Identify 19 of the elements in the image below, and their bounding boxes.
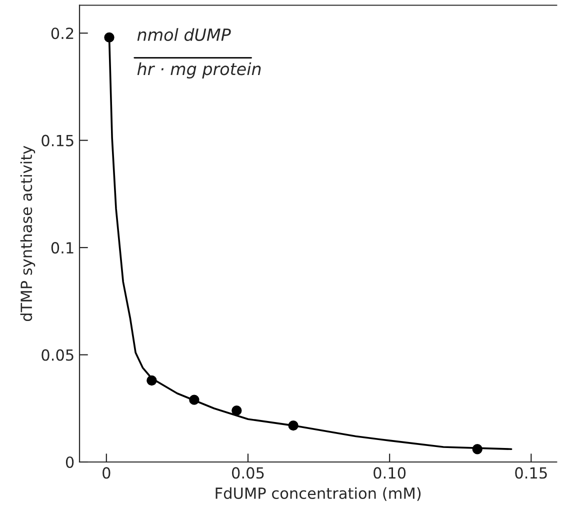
x-tick-label: 0.05 xyxy=(232,467,264,479)
point xyxy=(189,394,200,405)
x-tick-label: 0 xyxy=(102,467,110,479)
y-tick-label: 0.2 xyxy=(51,28,74,40)
x-tick-label: 0.10 xyxy=(374,467,406,479)
x-axis-title: FdUMP concentration (mM) xyxy=(216,487,421,501)
point xyxy=(472,444,482,454)
annotation: nmol dUMP xyxy=(137,28,231,41)
y-tick-label: 0.1 xyxy=(51,242,74,254)
point xyxy=(232,405,242,416)
point xyxy=(146,375,157,386)
y-tick-label: 0.15 xyxy=(42,134,74,146)
annotation: hr · mg protein xyxy=(137,62,261,78)
y-tick-label: 0 xyxy=(66,456,74,468)
y-axis-title: dTMP synthase activity xyxy=(20,146,36,322)
point xyxy=(288,420,298,431)
point xyxy=(104,32,114,43)
x-tick-label: 0.15 xyxy=(515,467,547,479)
y-tick-label: 0.05 xyxy=(42,349,74,361)
